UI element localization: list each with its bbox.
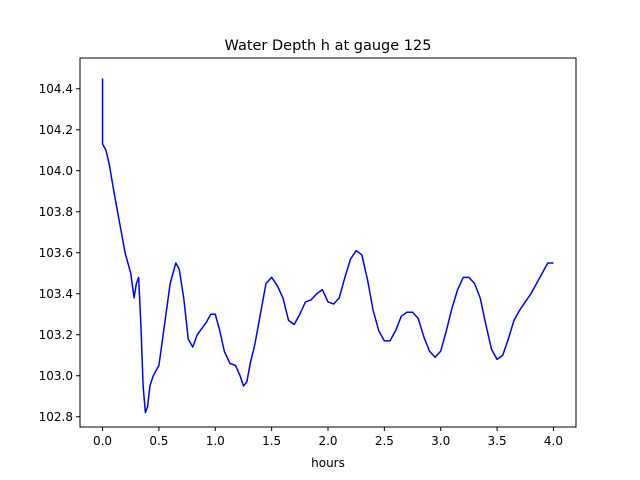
y-tick-label: 103.2 [39, 328, 73, 342]
y-tick-label: 103.6 [39, 246, 73, 260]
x-tick-label: 3.0 [431, 434, 450, 448]
series-layer [101, 78, 554, 414]
x-tick-label: 3.5 [488, 434, 507, 448]
x-axis: 0.0 0.5 1.0 1.5 2.0 2.5 3.0 3.5 4.0 [93, 427, 563, 448]
y-tick-label: 103.4 [39, 287, 73, 301]
chart-title: Water Depth h at gauge 125 [225, 38, 432, 54]
series-line-h [101, 78, 554, 414]
y-tick-label: 103.0 [39, 369, 73, 383]
x-tick-label: 2.0 [318, 434, 337, 448]
x-tick-label: 2.5 [375, 434, 394, 448]
x-tick-label: 0.0 [93, 434, 112, 448]
x-tick-label: 1.0 [206, 434, 225, 448]
y-axis: 102.8 103.0 103.2 103.4 103.6 103.8 104.0 104.2… [39, 82, 80, 424]
x-tick-label: 1.5 [262, 434, 281, 448]
y-tick-label: 104.4 [39, 82, 73, 96]
y-tick-label: 104.0 [39, 164, 73, 178]
x-tick-label: 4.0 [544, 434, 563, 448]
x-tick-label: 0.5 [149, 434, 168, 448]
y-tick-label: 102.8 [39, 410, 73, 424]
y-tick-label: 103.8 [39, 205, 73, 219]
y-tick-label: 104.2 [39, 123, 73, 137]
x-axis-label: hours [311, 456, 345, 470]
